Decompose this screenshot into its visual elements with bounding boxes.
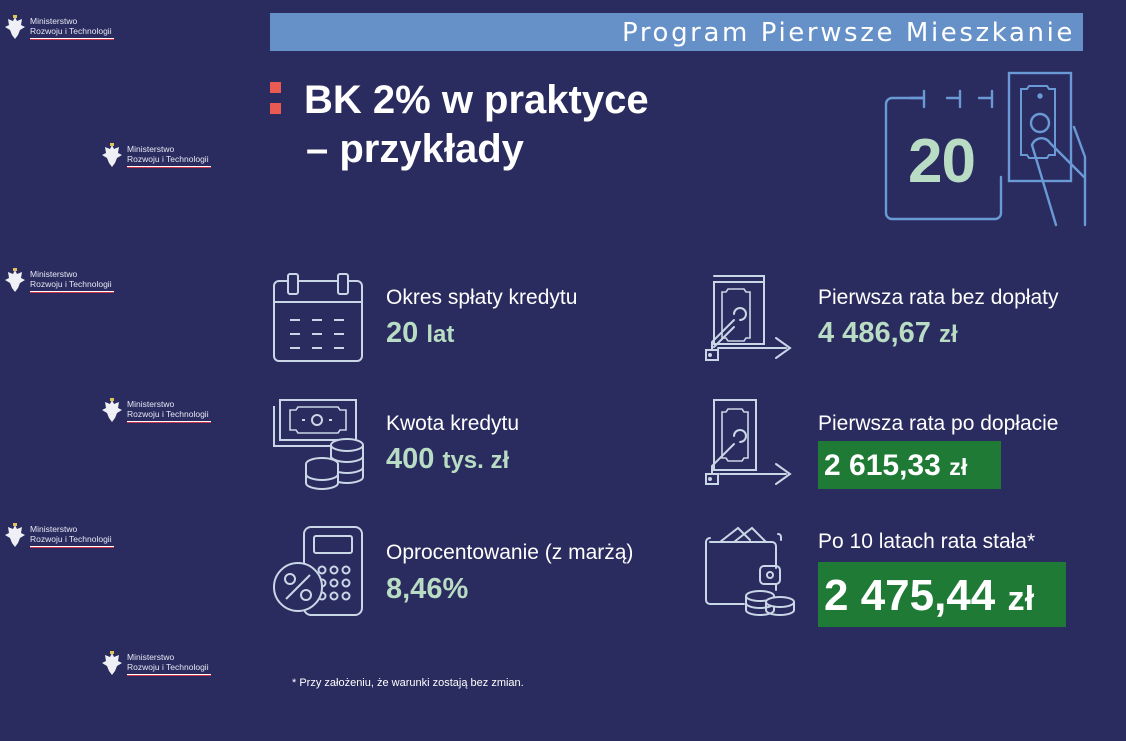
program-banner: Program Pierwsze Mieszkanie	[270, 13, 1083, 51]
logo-flag-bar	[30, 38, 114, 40]
logo-line2: Rozwoju i Technologii	[30, 26, 112, 36]
accent-square	[270, 103, 281, 114]
logo-flag-bar	[127, 166, 211, 168]
ministry-logo: Ministerstwo Rozwoju i Technologii	[2, 521, 117, 551]
ministry-logo: Ministerstwo Rozwoju i Technologii	[2, 13, 117, 43]
page-title-line2: – przykłady	[306, 127, 524, 171]
first-installment-no-subsidy-unit: zł	[938, 321, 958, 348]
wallet-coins-icon	[705, 526, 795, 616]
loan-amount-value: 400 tys. zł	[386, 442, 509, 478]
accent-square	[270, 82, 281, 93]
first-installment-no-subsidy-label: Pierwsza rata bez dopłaty	[818, 286, 1059, 309]
loan-amount-unit: tys. zł	[442, 447, 510, 474]
hand-banknote-arrow-icon	[705, 275, 792, 361]
ministry-logo: Ministerstwo Rozwoju i Technologii	[99, 141, 214, 171]
polish-eagle-emblem-icon	[102, 651, 122, 675]
logo-line2: Rozwoju i Technologii	[30, 279, 112, 289]
first-installment-no-subsidy-number: 4 486,67	[818, 317, 931, 349]
loan-amount-number: 400	[386, 443, 435, 475]
logo-line1: Ministerstwo	[127, 652, 175, 662]
polish-eagle-emblem-icon	[5, 523, 25, 547]
logo-line1: Ministerstwo	[127, 399, 175, 409]
logo-flag-bar	[30, 291, 114, 293]
ministry-logo: Ministerstwo Rozwoju i Technologii	[99, 396, 214, 426]
logo-flag-bar	[30, 546, 114, 548]
loan-amount-label: Kwota kredytu	[386, 412, 520, 435]
logo-line2: Rozwoju i Technologii	[127, 662, 209, 672]
logo-line2: Rozwoju i Technologii	[127, 154, 209, 164]
interest-rate-label: Oprocentowanie (z marżą)	[386, 541, 634, 564]
loan-period-value: 20 lat	[386, 316, 454, 352]
title-accent-marks	[270, 82, 281, 124]
logo-flag-bar	[127, 674, 211, 676]
logo-line1: Ministerstwo	[30, 16, 78, 26]
interest-rate-value: 8,46%	[386, 573, 469, 605]
logo-line2: Rozwoju i Technologii	[30, 534, 112, 544]
loan-period-number: 20	[386, 317, 419, 349]
first-installment-with-subsidy-unit: zł	[949, 454, 968, 480]
polish-eagle-emblem-icon	[102, 398, 122, 422]
first-installment-no-subsidy-value: 4 486,67 zł	[818, 316, 958, 352]
fixed-installment-value: 2 475,44 zł	[818, 562, 1066, 627]
page-title: BK 2% w praktyce – przykłady	[304, 76, 649, 174]
fixed-installment-number: 2 475,44	[824, 571, 996, 620]
calculator-percent-icon	[273, 526, 363, 616]
fixed-installment-label: Po 10 latach rata stała*	[818, 530, 1036, 553]
first-installment-with-subsidy-number: 2 615,33	[824, 449, 941, 482]
polish-eagle-emblem-icon	[102, 143, 122, 167]
logo-flag-bar	[127, 421, 211, 423]
page-title-line1: BK 2% w praktyce	[304, 78, 649, 122]
first-installment-with-subsidy-label: Pierwsza rata po dopłacie	[818, 412, 1059, 435]
loan-period-label: Okres spłaty kredytu	[386, 286, 578, 309]
logo-line1: Ministerstwo	[30, 524, 78, 534]
calendar-hand-banknote-icon	[884, 71, 1087, 227]
calendar-icon	[273, 273, 363, 362]
polish-eagle-emblem-icon	[5, 268, 25, 292]
fixed-installment-unit: zł	[1007, 580, 1035, 618]
first-installment-with-subsidy-value: 2 615,33 zł	[818, 441, 1001, 489]
ministry-logo: Ministerstwo Rozwoju i Technologii	[2, 266, 117, 296]
hand-banknote-arrow-icon	[705, 399, 792, 485]
loan-period-unit: lat	[426, 321, 455, 348]
ministry-logo: Ministerstwo Rozwoju i Technologii	[99, 649, 214, 679]
logo-line2: Rozwoju i Technologii	[127, 409, 209, 419]
hero-number: 20	[908, 127, 976, 196]
hero-illustration: 20	[880, 65, 1090, 230]
logo-line1: Ministerstwo	[30, 269, 78, 279]
logo-line1: Ministerstwo	[127, 144, 175, 154]
money-coins-icon	[273, 399, 364, 490]
polish-eagle-emblem-icon	[5, 15, 25, 39]
program-title: Program Pierwsze Mieszkanie	[622, 18, 1075, 48]
footnote: * Przy założeniu, że warunki zostają bez…	[292, 677, 524, 689]
